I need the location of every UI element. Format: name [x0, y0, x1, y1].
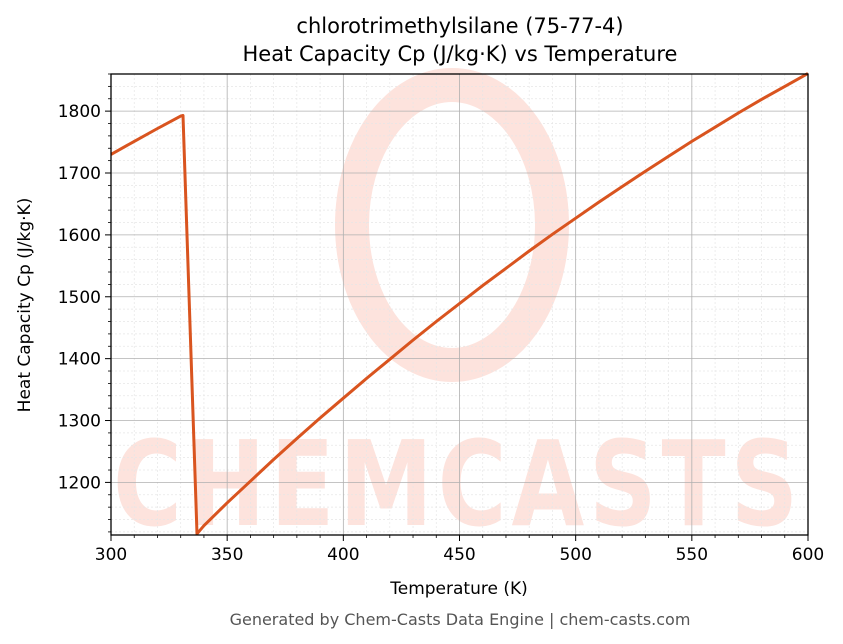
y-tick-label: 1300 [58, 412, 101, 432]
x-tick-label: 600 [792, 545, 824, 565]
x-tick-label: 450 [443, 545, 475, 565]
x-axis: 300 350 400 450 500 550 600 [95, 535, 824, 565]
y-tick-label: 1800 [58, 102, 101, 122]
watermark-text: CHEMCASTS [113, 415, 803, 553]
y-tick-label: 1500 [58, 288, 101, 308]
major-grid [110, 74, 809, 535]
y-tick-label: 1200 [58, 473, 101, 493]
x-axis-label: Temperature (K) [389, 579, 528, 599]
y-axis: 1200 1300 1400 1500 1600 1700 1800 [58, 73, 111, 533]
series-line-heat-capacity [110, 72, 809, 536]
chart-subtitle: Heat Capacity Cp (J/kg·K) vs Temperature [243, 42, 678, 66]
y-tick-label: 1600 [58, 226, 101, 246]
x-tick-label: 300 [95, 545, 127, 565]
chart-title: chlorotrimethylsilane (75-77-4) [296, 14, 623, 38]
y-axis-label: Heat Capacity Cp (J/kg·K) [15, 198, 35, 413]
watermark-logo-icon [335, 68, 569, 382]
x-tick-label: 550 [676, 545, 708, 565]
footer-credit: Generated by Chem-Casts Data Engine | ch… [230, 610, 691, 629]
x-tick-label: 350 [211, 545, 243, 565]
y-tick-label: 1700 [58, 164, 101, 184]
x-tick-label: 500 [559, 545, 591, 565]
x-tick-label: 400 [327, 545, 359, 565]
y-tick-label: 1400 [58, 350, 101, 370]
